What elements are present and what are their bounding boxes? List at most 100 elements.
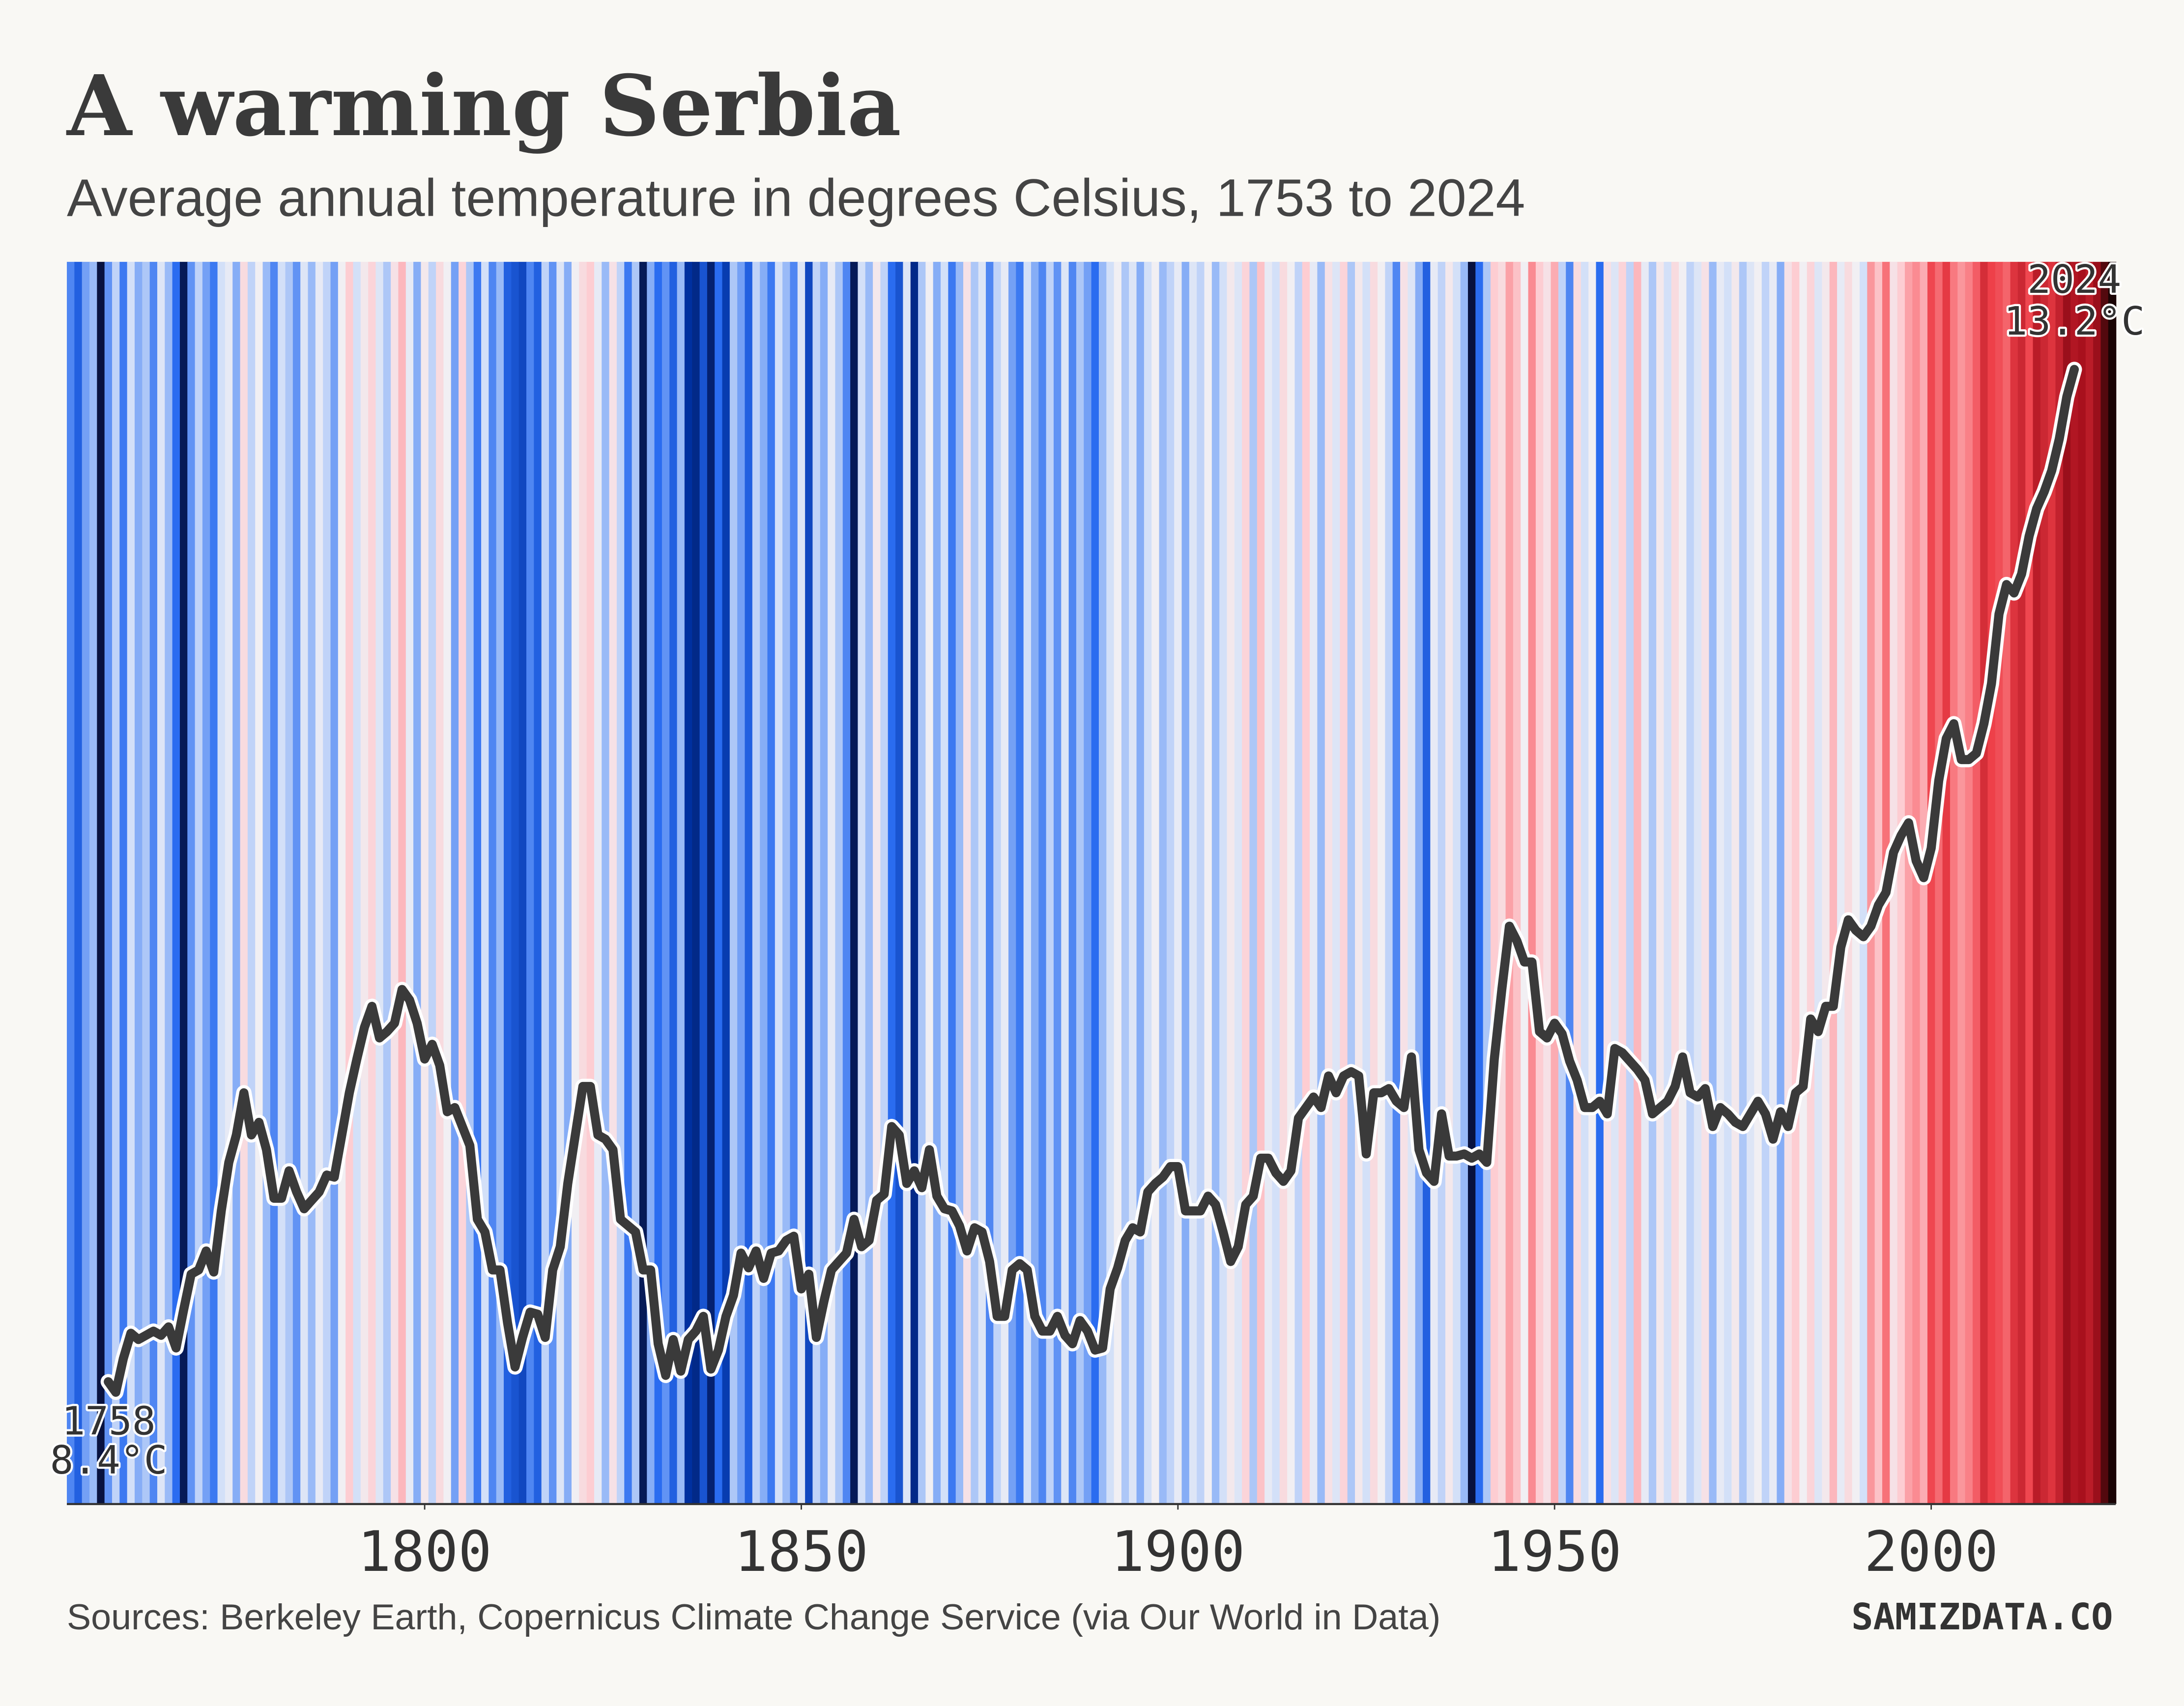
stripe (1294, 261, 1303, 1504)
stripe (1784, 261, 1793, 1504)
stripe (842, 261, 851, 1504)
stripe (1972, 261, 1981, 1504)
stripes (67, 261, 2117, 1504)
stripe (97, 261, 105, 1504)
stripe (1310, 261, 1318, 1504)
annotation: 2024 (2027, 256, 2121, 302)
stripe (262, 261, 271, 1504)
stripe (737, 261, 746, 1504)
stripe (715, 261, 723, 1504)
stripe (459, 261, 467, 1504)
stripe (1031, 261, 1039, 1504)
stripe (692, 261, 700, 1504)
stripe (1483, 261, 1492, 1504)
stripe (278, 261, 286, 1504)
stripe (1362, 261, 1371, 1504)
stripe (820, 261, 829, 1504)
stripe (1136, 261, 1145, 1504)
stripe (149, 261, 158, 1504)
stripe (353, 261, 361, 1504)
stripe (1566, 261, 1574, 1504)
stripe (1400, 261, 1408, 1504)
stripe (104, 261, 113, 1504)
stripe (1475, 261, 1484, 1504)
stripe (1189, 261, 1198, 1504)
stripe (1076, 261, 1085, 1504)
stripe (669, 261, 678, 1504)
stripe (360, 261, 369, 1504)
stripe (292, 261, 301, 1504)
stripe (1355, 261, 1363, 1504)
stripe (850, 261, 859, 1504)
stripe (1016, 261, 1024, 1504)
stripe (428, 261, 437, 1504)
stripe (1769, 261, 1778, 1504)
stripe (421, 261, 429, 1504)
stripe (2040, 261, 2049, 1504)
stripe (165, 261, 173, 1504)
stripe (895, 261, 904, 1504)
stripe (767, 261, 776, 1504)
stripe (2108, 261, 2117, 1504)
stripe (1347, 261, 1356, 1504)
stripe (1317, 261, 1325, 1504)
stripe (1634, 261, 1642, 1504)
stripe (1204, 261, 1212, 1504)
stripe (1551, 261, 1559, 1504)
stripe (489, 261, 497, 1504)
stripe (571, 261, 580, 1504)
stripe (323, 261, 331, 1504)
x-tick-label: 1800 (358, 1519, 492, 1584)
stripe (391, 261, 399, 1504)
stripe (586, 261, 595, 1504)
stripe (436, 261, 444, 1504)
stripe (918, 261, 926, 1504)
stripe (1392, 261, 1401, 1504)
stripe (1324, 261, 1333, 1504)
stripe (1181, 261, 1190, 1504)
stripe (1151, 261, 1160, 1504)
stripe (1505, 261, 1514, 1504)
stripe (1008, 261, 1017, 1504)
stripe (82, 261, 90, 1504)
stripe (616, 261, 625, 1504)
stripe (2070, 261, 2079, 1504)
stripe (1581, 261, 1589, 1504)
stripe (1219, 261, 1228, 1504)
x-tick-label: 2000 (1864, 1519, 1998, 1584)
stripe (1001, 261, 1009, 1504)
stripe (541, 261, 550, 1504)
stripe (1453, 261, 1461, 1504)
stripe (1038, 261, 1047, 1504)
stripe (1897, 261, 1906, 1504)
stripe (1709, 261, 1717, 1504)
stripe (1430, 261, 1438, 1504)
stripe (473, 261, 482, 1504)
stripe (375, 261, 384, 1504)
stripe (255, 261, 263, 1504)
stripe (2003, 261, 2011, 1504)
stripe (880, 261, 889, 1504)
stripe (1777, 261, 1785, 1504)
stripe (1618, 261, 1627, 1504)
stripe (179, 261, 188, 1504)
stripe (1701, 261, 1710, 1504)
stripe (828, 261, 836, 1504)
stripe (195, 261, 203, 1504)
stripe (534, 261, 542, 1504)
stripe (1942, 261, 1951, 1504)
stripe (451, 261, 460, 1504)
stripe (1814, 261, 1823, 1504)
stripe (74, 261, 83, 1504)
stripe (925, 261, 934, 1504)
stripe (67, 261, 75, 1504)
stripe (142, 261, 150, 1504)
stripe (1287, 261, 1295, 1504)
stripe (865, 261, 874, 1504)
stripe (1807, 261, 1815, 1504)
stripe (300, 261, 309, 1504)
stripe (481, 261, 489, 1504)
stripe (873, 261, 881, 1504)
